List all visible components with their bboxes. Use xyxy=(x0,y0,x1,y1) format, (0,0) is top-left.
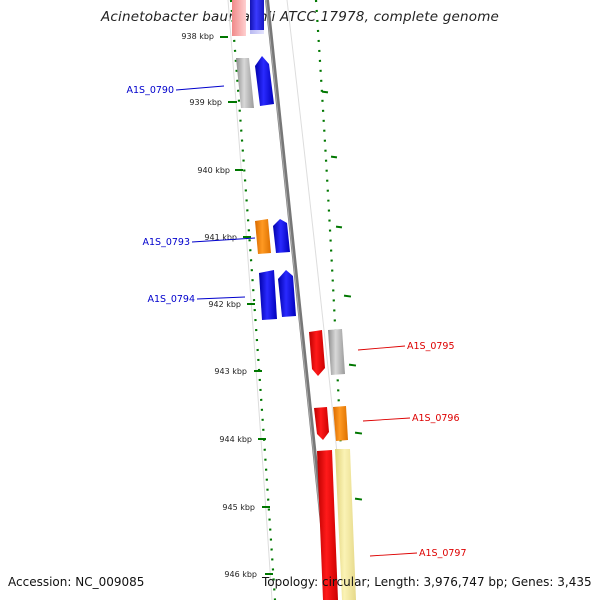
outer-track-left xyxy=(227,0,273,600)
scale-ticks: 938 kbp 939 kbp 940 kbp 941 kbp 942 kbp … xyxy=(181,32,273,579)
gene-feature xyxy=(236,56,274,108)
tick-label: 944 kbp xyxy=(219,435,252,444)
tick-label: 940 kbp xyxy=(197,166,230,175)
tick-label: 941 kbp xyxy=(204,233,237,242)
gene-label-a1s-0793: A1S_0793 xyxy=(143,237,191,248)
gene-feature xyxy=(309,329,345,376)
genome-stats: Topology: circular; Length: 3,976,747 bp… xyxy=(262,575,592,589)
gene-feature xyxy=(255,219,290,254)
gene-feature xyxy=(317,449,356,600)
tick-label: 946 kbp xyxy=(224,570,257,579)
tick-label: 943 kbp xyxy=(214,367,247,376)
accession-info: Accession: NC_009085 xyxy=(8,575,145,589)
gene-label-a1s-0790: A1S_0790 xyxy=(127,85,175,96)
genome-title: Acinetobacter baumannii ATCC 17978, comp… xyxy=(100,9,500,25)
gene-feature xyxy=(232,0,264,36)
gene-feature xyxy=(259,270,296,320)
gene-label-a1s-0795: A1S_0795 xyxy=(407,341,455,352)
gene-label-a1s-0796: A1S_0796 xyxy=(412,413,460,424)
gene-label-a1s-0797: A1S_0797 xyxy=(419,548,467,559)
tick-label: 945 kbp xyxy=(222,503,255,512)
tick-label: 939 kbp xyxy=(189,98,222,107)
gene-feature xyxy=(314,406,348,441)
gene-label-a1s-0794: A1S_0794 xyxy=(148,294,196,305)
gc-content-track xyxy=(229,0,363,600)
tick-label: 938 kbp xyxy=(181,32,214,41)
gene-label-leaders xyxy=(175,85,418,557)
tick-label: 942 kbp xyxy=(208,300,241,309)
